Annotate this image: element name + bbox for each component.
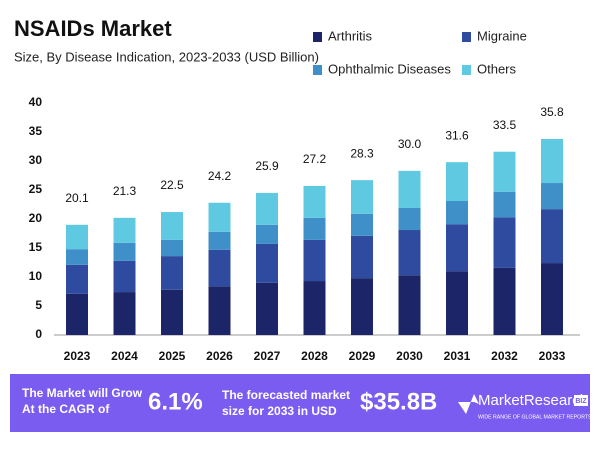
bar-segment [256,224,278,244]
bar-segment [113,260,136,293]
y-tick-label: 30 [29,153,43,167]
total-label: 31.6 [445,128,469,142]
legend-swatch [313,65,322,75]
y-tick-label: 15 [29,240,43,254]
x-tick-label: 2033 [539,349,566,363]
total-label: 20.1 [65,191,89,205]
total-label: 25.9 [255,159,279,173]
bar-segment [113,217,136,243]
x-tick-label: 2025 [159,349,186,363]
bar-segment [303,185,326,218]
legend-label: Ophthalmic Diseases [328,61,451,76]
total-label: 22.5 [160,178,184,192]
legend-label: Others [477,61,517,76]
bar-segment [303,217,326,240]
bar-segment [351,180,373,214]
chart-title: NSAIDs Market [14,16,172,41]
bar-segment [541,183,563,210]
bar-segment [303,239,326,282]
footer-band [10,374,590,432]
y-tick-label: 20 [29,211,43,225]
brand-badge-box [574,395,588,406]
bar-segment [398,170,421,208]
bar-segment [398,207,421,231]
y-tick-label: 0 [35,327,42,341]
y-tick-label: 35 [29,124,43,138]
x-tick-label: 2023 [64,349,91,363]
y-tick-label: 25 [29,182,43,196]
bar-segment [208,249,231,287]
total-label: 21.3 [113,184,137,198]
total-label: 27.2 [303,152,327,166]
bar-segment [446,201,468,225]
bar-segment [161,256,183,290]
forecast-text: The forecasted market [222,388,350,402]
bar-segment [208,231,231,250]
bar-segment [208,286,231,335]
bar-segment [351,213,373,236]
bar-segment [446,271,468,335]
cagr-text: At the CAGR of [22,402,110,416]
total-label: 28.3 [350,146,374,160]
y-tick-label: 5 [35,298,42,312]
bar-segment [161,239,183,257]
bar-segment [493,217,516,268]
bar-segment [398,230,421,276]
legend-label: Arthritis [328,28,373,43]
cagr-value: 6.1% [148,388,203,415]
forecast-text: size for 2033 in USD [222,404,337,418]
bar-segment [541,263,563,335]
total-label: 30.0 [398,137,422,151]
bar-segment [541,138,563,184]
bar-segment [541,209,563,264]
bar-segment [446,224,468,272]
bar-segment [161,212,183,240]
y-tick-label: 40 [29,95,43,109]
bar-segment [493,267,516,335]
brand-tagline: WIDE RANGE OF GLOBAL MARKET REPORTS [478,414,592,420]
chart-subtitle: Size, By Disease Indication, 2023-2033 (… [14,49,319,64]
bar-segment [113,242,136,261]
legend-swatch [462,65,471,75]
x-tick-label: 2024 [111,349,138,363]
bar-segment [493,191,516,218]
bar-segment [66,293,88,335]
brand-badge: BIZ [575,398,587,405]
x-tick-label: 2028 [301,349,328,363]
x-tick-label: 2030 [396,349,423,363]
bar-segment [493,151,516,192]
bar-segment [66,264,88,294]
bar-segment [208,202,231,232]
bar-segment [161,289,183,335]
bar-segment [256,243,278,283]
forecast-value: $35.8B [360,388,437,415]
bar-segment [303,281,326,335]
logo-icon [458,394,479,414]
bar-segment [256,192,278,225]
x-tick-label: 2031 [444,349,471,363]
bar-segment [398,275,421,335]
legend-swatch [462,32,471,42]
x-tick-label: 2032 [491,349,518,363]
bar-segment [351,278,373,335]
legend-label: Migraine [477,28,527,43]
total-label: 35.8 [540,105,564,119]
bar-segment [446,162,468,202]
x-tick-label: 2027 [254,349,281,363]
total-label: 24.2 [208,169,232,183]
x-tick-label: 2026 [206,349,233,363]
bar-segment [66,249,88,265]
brand-name: MarketResearch [478,392,588,409]
bar-segment [113,292,136,335]
bar-segment [351,235,373,279]
legend-swatch [313,32,322,42]
bar-segment [66,224,88,250]
total-label: 33.5 [493,118,517,132]
y-tick-label: 10 [29,269,43,283]
bar-segment [256,282,278,335]
cagr-text: The Market will Grow [22,386,143,400]
x-tick-label: 2029 [349,349,376,363]
